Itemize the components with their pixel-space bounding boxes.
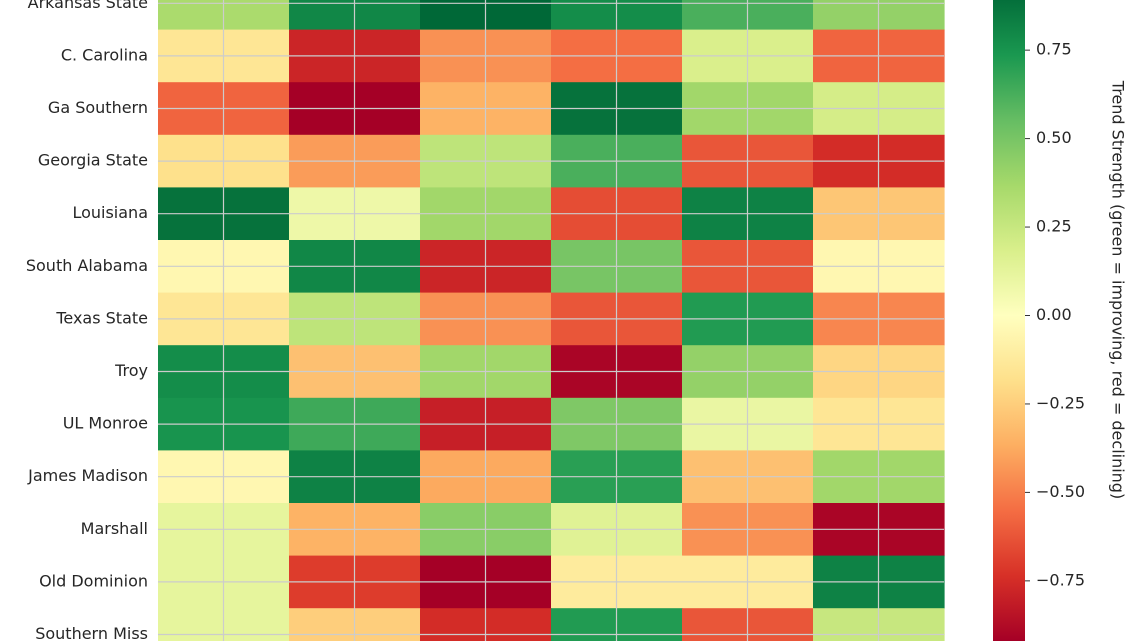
colorbar-tick-label: −0.25 <box>1036 393 1085 412</box>
colorbar-tick-label: 0.00 <box>1036 305 1072 324</box>
row-label: Marshall <box>81 519 148 538</box>
row-label: Louisiana <box>72 203 148 222</box>
row-label: Georgia State <box>38 151 148 170</box>
row-label: C. Carolina <box>61 45 148 64</box>
row-label: Troy <box>114 361 148 380</box>
colorbar <box>993 0 1025 641</box>
colorbar-tick-label: 0.75 <box>1036 40 1072 59</box>
row-label: Arkansas State <box>28 0 148 12</box>
colorbar-tick-label: 0.50 <box>1036 128 1072 147</box>
row-label: Texas State <box>55 308 148 327</box>
row-label: James Madison <box>27 466 148 485</box>
row-labels: Arkansas State C. Carolina Ga Southern Geor… <box>26 0 148 641</box>
row-label: Old Dominion <box>39 571 148 590</box>
row-label: Ga Southern <box>48 98 148 117</box>
heatmap-cells <box>158 0 945 641</box>
colorbar-gradient <box>993 0 1025 641</box>
heatmap-grid <box>158 0 944 641</box>
colorbar-tick-label: −0.75 <box>1036 570 1085 589</box>
row-label: UL Monroe <box>63 414 148 433</box>
colorbar-ticks: −0.75 −0.50 −0.25 0.00 0.25 0.50 0.75 <box>1025 40 1085 589</box>
colorbar-label: Trend Strength (green = improving, red =… <box>1109 80 1128 499</box>
colorbar-tick-label: 0.25 <box>1036 217 1072 236</box>
row-label: South Alabama <box>26 256 148 275</box>
colorbar-tick-label: −0.50 <box>1036 482 1085 501</box>
row-label: Southern Miss <box>35 624 148 641</box>
